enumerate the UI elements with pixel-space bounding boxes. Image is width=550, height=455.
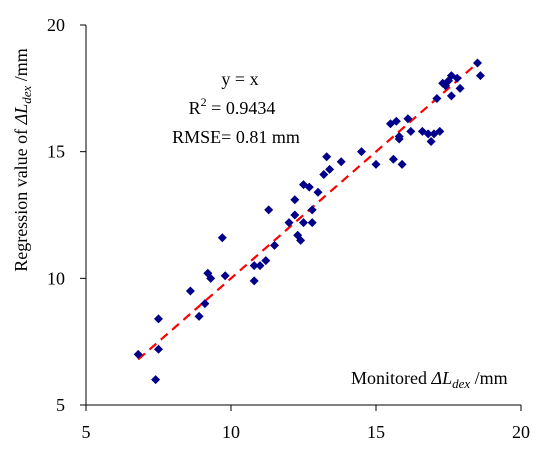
data-point bbox=[452, 73, 462, 83]
x-tick-label: 20 bbox=[512, 422, 530, 442]
y-axis-title-prefix: Regression value of bbox=[11, 124, 31, 271]
y-axis-title-subscript: dex bbox=[19, 85, 34, 103]
r2-exponent: 2 bbox=[201, 95, 207, 109]
data-point bbox=[194, 311, 204, 321]
x-tick-label: 10 bbox=[222, 422, 240, 442]
data-point bbox=[304, 182, 314, 192]
y-axis-title-symbol: ΔL bbox=[11, 104, 31, 126]
plot-area bbox=[133, 58, 485, 385]
y-tick-label: 15 bbox=[47, 142, 65, 162]
data-point bbox=[397, 159, 407, 169]
x-tick-label: 15 bbox=[367, 422, 385, 442]
data-point bbox=[319, 169, 329, 179]
data-point bbox=[336, 157, 346, 167]
data-point bbox=[217, 233, 227, 243]
data-point bbox=[426, 137, 436, 147]
x-axis-title-symbol: ΔL bbox=[431, 368, 453, 388]
y-tick-label: 5 bbox=[56, 395, 65, 415]
data-point bbox=[394, 131, 404, 141]
data-point bbox=[406, 126, 416, 136]
r2-value: = 0.9434 bbox=[207, 98, 276, 118]
data-points bbox=[133, 58, 485, 385]
data-point bbox=[357, 147, 366, 157]
data-point bbox=[473, 58, 482, 68]
data-point bbox=[391, 116, 401, 126]
data-point bbox=[133, 349, 143, 359]
data-point bbox=[299, 218, 308, 228]
data-point bbox=[264, 205, 274, 215]
data-point bbox=[206, 273, 216, 283]
data-point bbox=[290, 195, 300, 205]
data-point bbox=[325, 164, 335, 174]
data-point bbox=[446, 91, 456, 101]
data-point bbox=[284, 218, 294, 228]
data-point bbox=[249, 261, 259, 271]
data-point bbox=[432, 93, 442, 103]
ticks: 5 10 15 20 5 10 15 20 bbox=[47, 15, 530, 442]
y-axis-title-unit: /mm bbox=[11, 48, 31, 86]
data-point bbox=[154, 314, 163, 324]
x-axis-title: Monitored ΔLdex /mm bbox=[351, 368, 508, 391]
data-point bbox=[296, 235, 306, 245]
r2-symbol: R bbox=[189, 98, 201, 118]
data-point bbox=[307, 205, 317, 215]
y-axis-title: Regression value of ΔLdex /mm bbox=[11, 48, 34, 272]
y-tick-label: 10 bbox=[47, 268, 65, 288]
data-point bbox=[200, 299, 210, 309]
fit-line bbox=[137, 62, 479, 361]
data-point bbox=[220, 271, 230, 281]
x-axis-title-subscript: dex bbox=[452, 376, 470, 391]
equation-label: y = x bbox=[221, 69, 258, 89]
rmse-label: RMSE= 0.81 mm bbox=[172, 127, 300, 147]
x-axis-title-unit: /mm bbox=[470, 368, 508, 388]
data-point bbox=[322, 152, 332, 162]
data-point bbox=[154, 344, 163, 354]
data-point bbox=[270, 240, 279, 250]
data-point bbox=[435, 126, 445, 136]
x-tick-label: 5 bbox=[82, 422, 91, 442]
data-point bbox=[185, 286, 195, 296]
data-point bbox=[371, 159, 381, 169]
data-point bbox=[475, 71, 485, 81]
data-point bbox=[403, 114, 413, 124]
x-axis-title-prefix: Monitored bbox=[351, 368, 432, 388]
axes bbox=[85, 25, 521, 406]
data-point bbox=[249, 276, 259, 286]
data-point bbox=[290, 210, 300, 220]
data-point bbox=[388, 154, 398, 164]
data-point bbox=[255, 261, 265, 271]
r2-label: R2 = 0.9434 bbox=[189, 95, 276, 118]
y-tick-label: 20 bbox=[47, 15, 65, 35]
data-point bbox=[261, 256, 271, 266]
data-point bbox=[423, 129, 433, 139]
data-point bbox=[307, 218, 317, 228]
data-point bbox=[151, 375, 161, 385]
data-point bbox=[313, 187, 323, 197]
data-point bbox=[455, 83, 465, 93]
